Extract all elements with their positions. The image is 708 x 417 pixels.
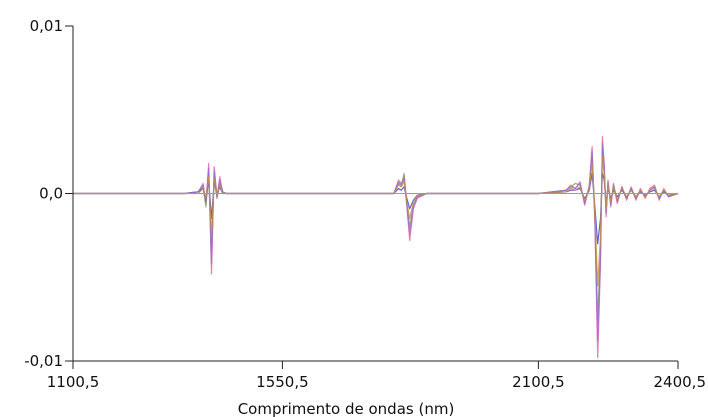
series-line-2 (73, 151, 679, 320)
y-tick-label-1: 0,0 (39, 185, 63, 203)
series-line-4 (73, 142, 679, 342)
series-line-5 (73, 156, 679, 287)
x-tick-label-3: 2400,5 (654, 373, 707, 391)
x-tick-label-2: 2100,5 (512, 373, 565, 391)
series-line-3 (73, 172, 679, 245)
series-layer (73, 135, 679, 359)
y-tick-label-0: 0,01 (30, 17, 63, 35)
series-line-1 (73, 135, 679, 359)
x-tick-label-0: 1100,5 (47, 373, 100, 391)
x-axis-title: Comprimento de ondas (nm) (238, 400, 455, 417)
x-tick-label-1: 1550,5 (256, 373, 309, 391)
ticks-layer: 0,01 0,0 -0,01 1100,5 1550,5 2100,5 2400,5 (24, 17, 706, 391)
y-tick-label-2: -0,01 (24, 352, 63, 370)
axes-layer (72, 26, 678, 362)
